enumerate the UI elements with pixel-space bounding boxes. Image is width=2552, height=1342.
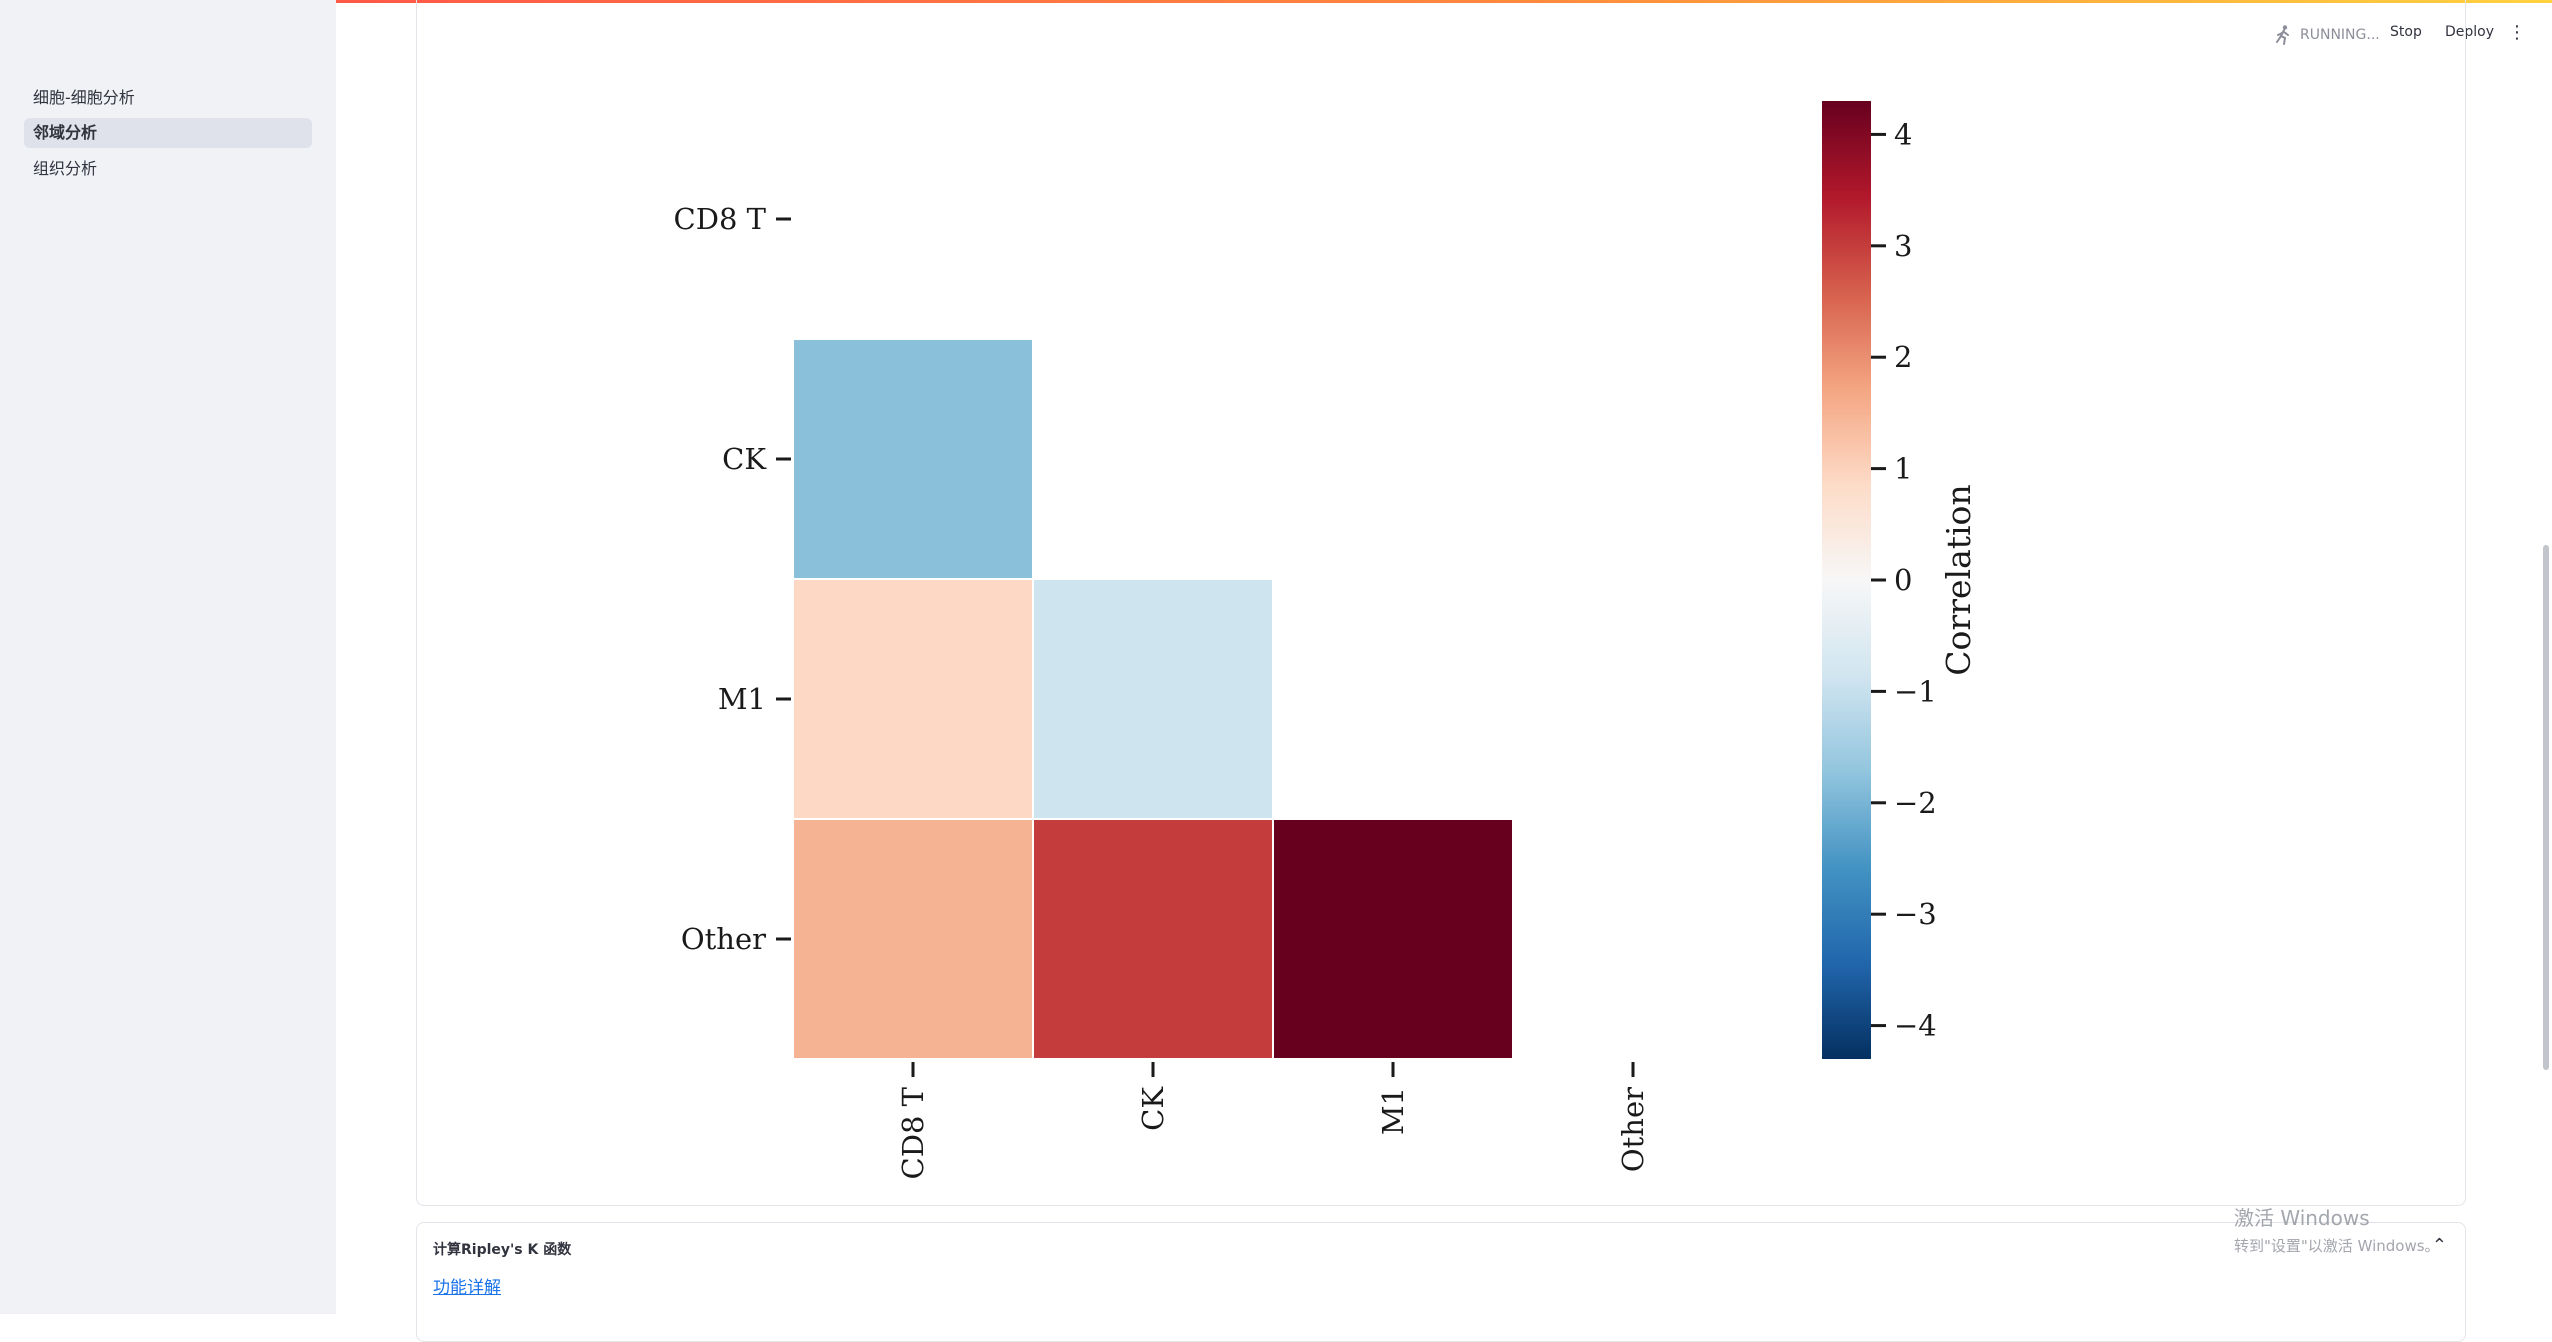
heatmap-cell-CK-CD8-T bbox=[792, 338, 1034, 580]
ripley-k-expander: 计算Ripley's K 函数 ⌃ 功能详解 bbox=[416, 1222, 2466, 1342]
heatmap-cell-M1-CD8-T bbox=[792, 578, 1034, 820]
colorbar-tick-label: 1 bbox=[1894, 452, 1912, 486]
running-man-icon bbox=[2276, 25, 2289, 45]
colorbar-tick-label: −2 bbox=[1894, 786, 1937, 820]
chart-container bbox=[416, 0, 2466, 1206]
sidebar-item-cell-cell-analysis[interactable]: 细胞-细胞分析 bbox=[33, 88, 135, 107]
colorbar-tick-label: 2 bbox=[1894, 340, 1912, 374]
windows-activation-watermark: 激活 Windows 转到"设置"以激活 Windows。 bbox=[2234, 1202, 2440, 1256]
y-tick-label: CD8 T bbox=[674, 202, 767, 236]
y-tick-label: Other bbox=[681, 922, 766, 956]
expander-title[interactable]: 计算Ripley's K 函数 bbox=[433, 1242, 572, 1258]
sidebar-item-tissue-analysis[interactable]: 组织分析 bbox=[33, 159, 98, 178]
correlation-heatmap: CD8 T CK M1 Other CD8 T CK M1 Other −4 −3 −2 −1 0 1… bbox=[674, 101, 1978, 1179]
running-status-text: RUNNING... bbox=[2300, 27, 2380, 43]
page-scrollbar[interactable] bbox=[2543, 545, 2549, 1070]
watermark-line2: 转到"设置"以激活 Windows。 bbox=[2234, 1237, 2440, 1255]
colorbar-tick-label: 3 bbox=[1894, 229, 1912, 263]
sidebar-item-neighborhood-analysis[interactable]: 邻域分析 bbox=[24, 118, 312, 148]
kebab-menu-icon[interactable]: ⋮ bbox=[2508, 22, 2526, 43]
watermark-line1: 激活 Windows bbox=[2234, 1206, 2370, 1230]
colorbar-label: Correlation bbox=[1939, 484, 1978, 675]
colorbar bbox=[1822, 101, 1871, 1059]
x-tick-label: M1 bbox=[1376, 1087, 1410, 1135]
heatmap-cell-Other-M1 bbox=[1272, 818, 1514, 1060]
deploy-button[interactable]: Deploy bbox=[2445, 24, 2495, 40]
x-tick-label: CD8 T bbox=[896, 1086, 930, 1179]
chevron-up-icon[interactable]: ⌃ bbox=[2431, 1235, 2447, 1256]
colorbar-tick-label: −4 bbox=[1894, 1009, 1937, 1043]
stop-button[interactable]: Stop bbox=[2390, 24, 2422, 40]
y-tick-label: M1 bbox=[718, 682, 766, 716]
heatmap-cell-M1-CK bbox=[1032, 578, 1274, 820]
heatmap-cell-Other-CK bbox=[1032, 818, 1274, 1060]
colorbar-tick-label: −1 bbox=[1894, 674, 1937, 708]
heatmap-cell-Other-CD8-T bbox=[792, 818, 1034, 1060]
x-tick-label: CK bbox=[1136, 1086, 1170, 1131]
colorbar-tick-label: 4 bbox=[1894, 117, 1912, 151]
sidebar: 细胞-细胞分析 邻域分析 组织分析 bbox=[0, 0, 336, 1314]
running-status: RUNNING... bbox=[2272, 24, 2380, 46]
colorbar-tick-label: −3 bbox=[1894, 897, 1937, 931]
top-accent-bar bbox=[0, 0, 2552, 3]
feature-details-link[interactable]: 功能详解 bbox=[433, 1278, 501, 1298]
colorbar-tick-label: 0 bbox=[1894, 563, 1912, 597]
y-tick-label: CK bbox=[722, 442, 767, 476]
x-tick-label: Other bbox=[1616, 1087, 1650, 1172]
